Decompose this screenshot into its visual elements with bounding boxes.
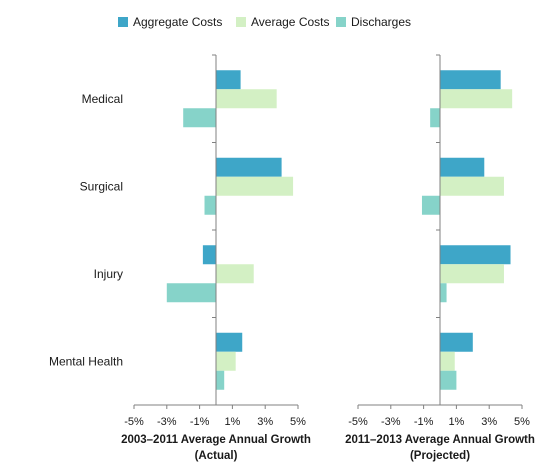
legend-swatch-discharges: [336, 17, 346, 27]
bar-panel1-medical-discharges: [183, 108, 216, 128]
legend-item-average-costs: Average Costs: [236, 12, 330, 32]
category-label-injury: Injury: [94, 267, 123, 281]
panel1-x-tick-label: 5%: [290, 416, 306, 428]
legend-swatch-average-costs: [236, 17, 246, 27]
bar-panel2-medical-discharges: [430, 108, 440, 128]
legend-label-average-costs: Average Costs: [251, 15, 330, 29]
panel1-axis-title: 2003–2011 Average Annual Growth: [121, 434, 311, 446]
panel1-axis-subtitle: (Actual): [195, 450, 238, 462]
panel1-x-tick-label: 3%: [257, 416, 273, 428]
panel1-x-tick-label: -3%: [157, 416, 177, 428]
bar-panel2-surgical-average-costs: [440, 176, 504, 196]
panel2-x-tick-label: 1%: [448, 416, 464, 428]
category-label-mental-health: Mental Health: [49, 354, 123, 368]
bar-panel2-injury-aggregate-costs: [440, 245, 511, 265]
panel2-axis-subtitle: (Projected): [410, 450, 470, 462]
bar-panel2-mental-health-discharges: [440, 370, 457, 390]
panel1-x-tick-label: -1%: [190, 416, 210, 428]
panel2-x-tick-label: -3%: [381, 416, 401, 428]
bar-panel1-injury-aggregate-costs: [202, 245, 216, 265]
bar-panel1-medical-aggregate-costs: [216, 70, 241, 90]
legend-item-discharges: Discharges: [336, 12, 411, 32]
bar-panel1-mental-health-average-costs: [216, 351, 236, 371]
bar-panel1-mental-health-discharges: [216, 370, 225, 390]
panel2-axis-title: 2011–2013 Average Annual Growth: [345, 434, 535, 446]
bar-panel2-surgical-aggregate-costs: [440, 157, 485, 177]
panel2-x-tick-label: -5%: [348, 416, 368, 428]
bar-panel1-mental-health-aggregate-costs: [216, 332, 243, 352]
bar-panel2-medical-aggregate-costs: [440, 70, 501, 90]
bar-panel1-surgical-aggregate-costs: [216, 157, 282, 177]
bar-panel2-injury-discharges: [440, 283, 447, 303]
bar-panel2-mental-health-average-costs: [440, 351, 455, 371]
panel1-x-tick-label: -5%: [124, 416, 144, 428]
legend-label-discharges: Discharges: [351, 15, 412, 29]
bar-panel2-surgical-discharges: [421, 195, 440, 215]
legend-label-aggregate-costs: Aggregate Costs: [133, 15, 223, 29]
legend-item-aggregate-costs: Aggregate Costs: [118, 12, 222, 32]
category-label-surgical: Surgical: [80, 179, 123, 193]
bar-panel2-medical-average-costs: [440, 89, 513, 109]
category-label-medical: Medical: [82, 92, 123, 106]
bar-panel2-injury-average-costs: [440, 264, 504, 284]
bar-panel1-injury-average-costs: [216, 264, 254, 284]
panel2-x-tick-label: 5%: [514, 416, 530, 428]
bar-panel1-medical-average-costs: [216, 89, 277, 109]
panel1-x-tick-label: 1%: [224, 416, 240, 428]
panel2-x-tick-label: -1%: [414, 416, 434, 428]
bar-panel1-surgical-average-costs: [216, 176, 294, 196]
bar-panel1-surgical-discharges: [204, 195, 216, 215]
panel2-x-tick-label: 3%: [481, 416, 497, 428]
bar-panel1-injury-discharges: [166, 283, 216, 303]
bar-panel2-mental-health-aggregate-costs: [440, 332, 473, 352]
legend-swatch-aggregate-costs: [118, 17, 128, 27]
legend: Aggregate Costs Average Costs Discharges: [0, 12, 542, 32]
